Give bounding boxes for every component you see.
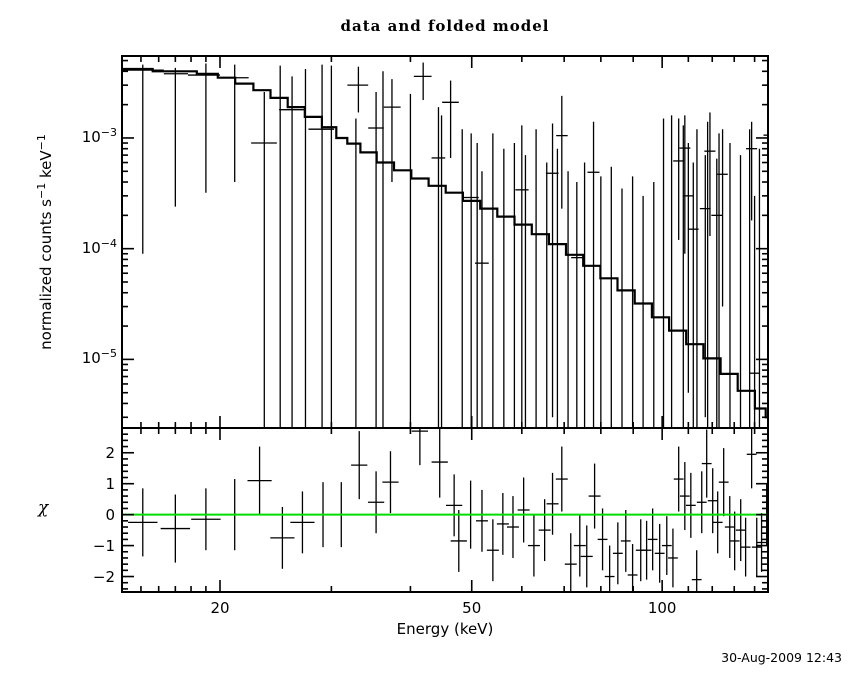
y-axis-label-sup: −1: [35, 182, 48, 200]
folded-model-line: [122, 67, 768, 419]
y-axis-label-sup2: −1: [35, 134, 48, 151]
y-axis-label-text2: keV: [37, 150, 55, 183]
y-axis-label-counts: normalized counts s−1 keV−1: [35, 134, 55, 350]
spectrum-panel: [122, 62, 768, 428]
chart-title: data and folded model: [340, 17, 550, 35]
axes-frame: [121, 55, 769, 593]
y-axis-label-text: normalized counts s: [37, 199, 55, 350]
residuals-panel: [122, 428, 768, 592]
bottom-frame: [121, 427, 769, 593]
timestamp: 30-Aug-2009 12:43: [721, 650, 842, 665]
x-axis-label: Energy (keV): [396, 620, 494, 638]
y-axis-label-chi: χ: [38, 498, 49, 518]
